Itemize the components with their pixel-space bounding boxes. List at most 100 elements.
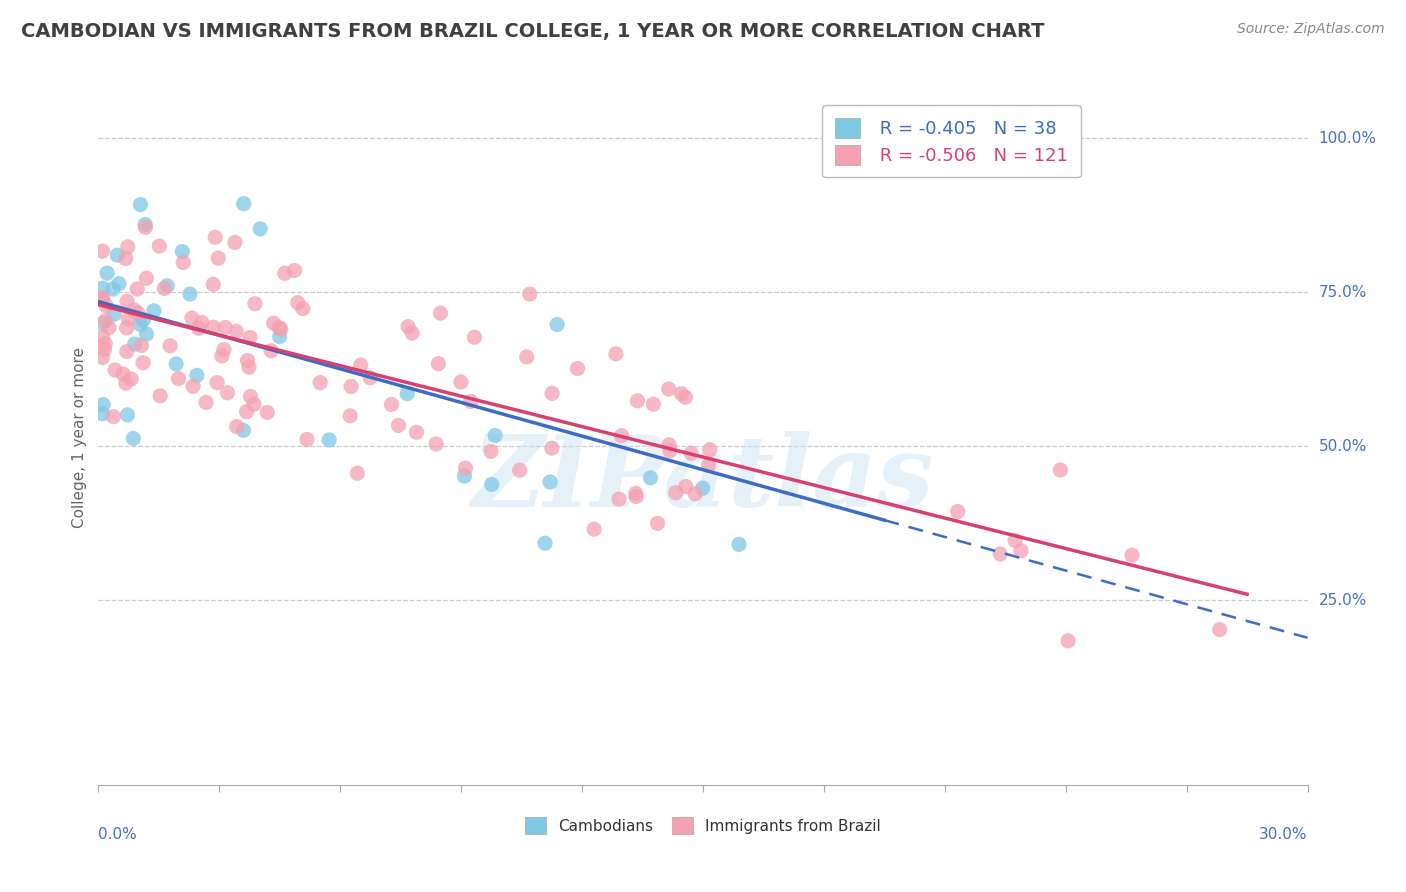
Point [541, 441, 564, 455]
Point [624, 486, 647, 500]
Point [699, 442, 721, 457]
Point [135, 271, 157, 285]
Point [153, 281, 176, 295]
Point [260, 343, 283, 358]
Point [149, 389, 172, 403]
Point [263, 316, 285, 330]
Point [93, 343, 115, 357]
Point [122, 432, 145, 446]
Point [239, 389, 262, 403]
Point [479, 444, 502, 458]
Point [115, 294, 138, 309]
Point [659, 443, 682, 458]
Text: 100.0%: 100.0% [1319, 131, 1376, 146]
Point [235, 404, 257, 418]
Point [96, 299, 118, 313]
Point [481, 477, 503, 491]
Point [425, 437, 447, 451]
Point [267, 320, 290, 334]
Point [538, 475, 561, 489]
Point [129, 197, 152, 211]
Point [396, 386, 419, 401]
Point [172, 244, 194, 259]
Point [675, 390, 697, 404]
Point [91, 292, 114, 306]
Point [546, 318, 568, 332]
Point [295, 433, 318, 447]
Point [346, 467, 368, 481]
Point [269, 329, 291, 343]
Point [172, 255, 194, 269]
Point [117, 240, 139, 254]
Point [605, 347, 627, 361]
Point [117, 408, 139, 422]
Point [108, 277, 131, 291]
Point [115, 344, 138, 359]
Y-axis label: College, 1 year or more: College, 1 year or more [72, 347, 87, 527]
Point [534, 536, 557, 550]
Point [131, 338, 153, 352]
Point [454, 461, 477, 475]
Point [180, 311, 202, 326]
Legend: Cambodians, Immigrants from Brazil: Cambodians, Immigrants from Brazil [519, 811, 887, 840]
Point [94, 336, 117, 351]
Point [665, 485, 688, 500]
Point [187, 321, 209, 335]
Point [132, 313, 155, 327]
Point [165, 357, 187, 371]
Point [232, 196, 254, 211]
Point [179, 287, 201, 301]
Point [658, 382, 681, 396]
Point [239, 330, 262, 344]
Point [309, 376, 332, 390]
Point [484, 428, 506, 442]
Point [124, 337, 146, 351]
Point [427, 357, 450, 371]
Point [101, 282, 124, 296]
Point [186, 368, 208, 383]
Point [142, 303, 165, 318]
Point [463, 330, 485, 344]
Point [283, 263, 305, 277]
Point [148, 239, 170, 253]
Text: 50.0%: 50.0% [1319, 439, 1367, 454]
Point [91, 329, 114, 343]
Point [211, 349, 233, 363]
Point [97, 320, 120, 334]
Point [640, 471, 662, 485]
Point [453, 469, 475, 483]
Point [401, 326, 423, 340]
Point [350, 358, 373, 372]
Point [202, 277, 225, 292]
Point [225, 324, 247, 338]
Point [120, 372, 142, 386]
Point [273, 266, 295, 280]
Point [91, 291, 114, 305]
Text: 30.0%: 30.0% [1260, 827, 1308, 842]
Point [156, 278, 179, 293]
Point [236, 353, 259, 368]
Point [1049, 463, 1071, 477]
Point [380, 397, 402, 411]
Point [132, 356, 155, 370]
Point [114, 252, 136, 266]
Point [460, 394, 482, 409]
Point [1004, 533, 1026, 548]
Point [91, 351, 114, 365]
Point [91, 316, 114, 330]
Point [91, 281, 114, 295]
Point [988, 547, 1011, 561]
Point [450, 375, 472, 389]
Point [103, 409, 125, 424]
Point [692, 481, 714, 495]
Point [270, 322, 292, 336]
Point [181, 379, 204, 393]
Point [232, 423, 254, 437]
Point [541, 386, 564, 401]
Point [339, 409, 361, 423]
Point [291, 301, 314, 316]
Point [1010, 543, 1032, 558]
Point [405, 425, 427, 440]
Point [697, 458, 720, 473]
Point [195, 395, 218, 409]
